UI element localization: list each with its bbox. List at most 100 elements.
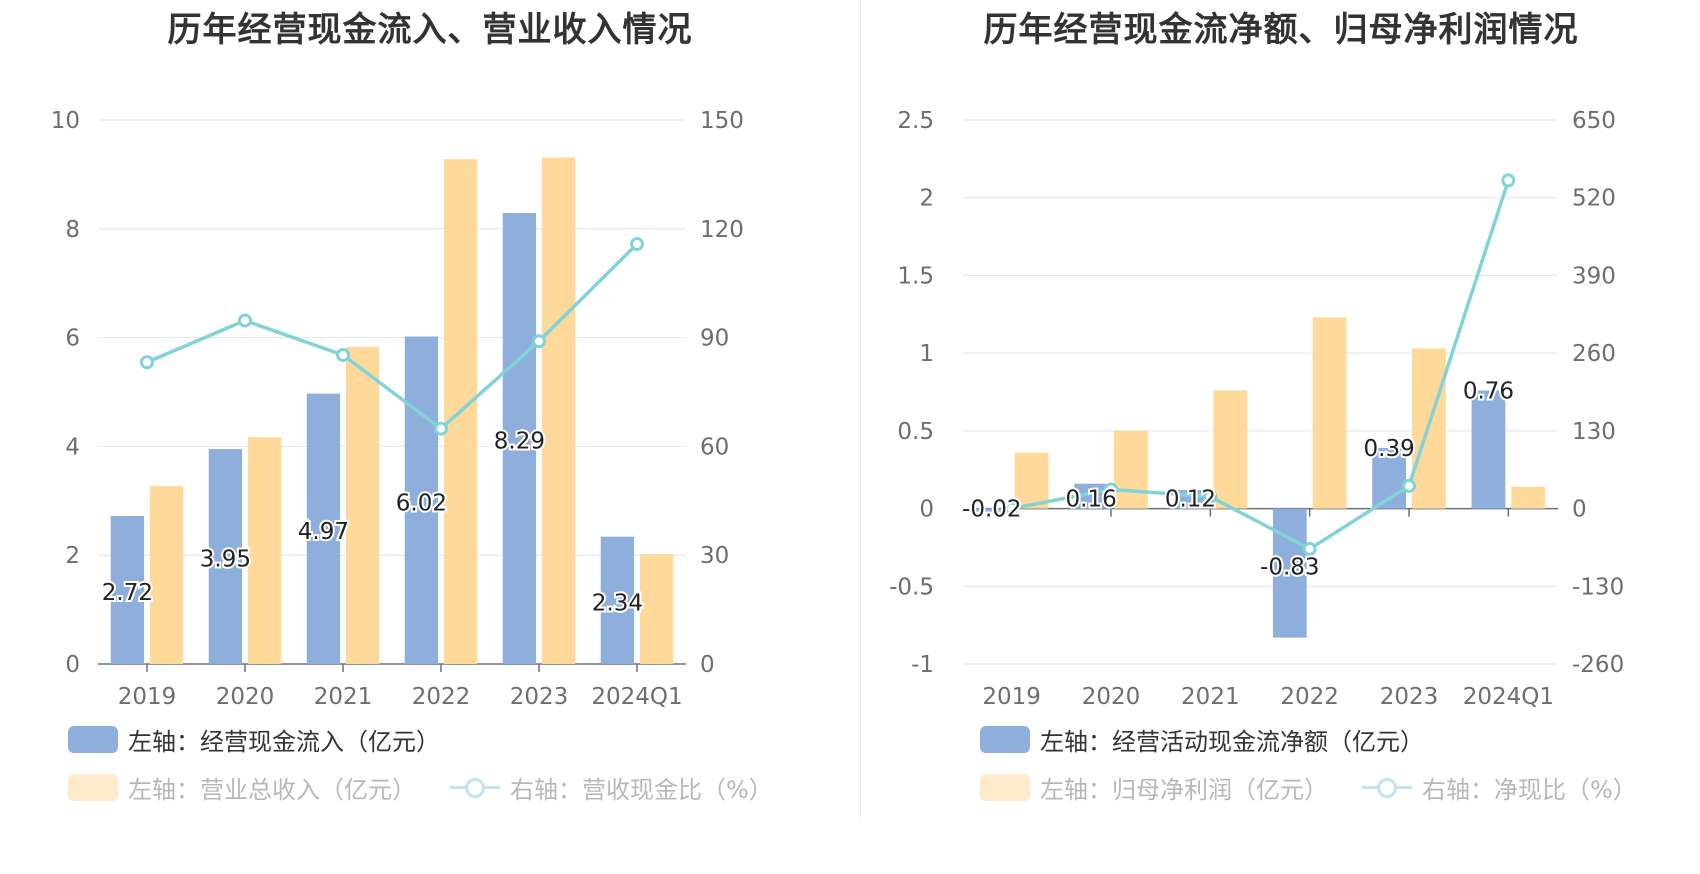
right-chart-panel: 历年经营现金流净额、归母净利润情况 -1 -0.5 0 0.5 1 1.5 2 2.5 -260… [862,0,1700,874]
x-tick-label: 2019 [982,684,1041,710]
x-tick-label: 2019 [118,684,177,710]
line-point [336,348,350,363]
legend-item-net-cash-ratio[interactable]: 右轴：净现比（%） [1362,770,1637,805]
bar-series-1 [502,213,537,665]
bar-series-2 [1511,486,1546,509]
y-right-tick-label: 120 [700,217,744,243]
y-right-tick-label: -130 [1572,574,1624,600]
line-series [1011,179,1510,551]
x-tick-label: 2021 [314,684,373,710]
legend-label: 右轴：净现比（%） [1422,776,1637,804]
legend-swatch [980,774,1030,801]
legend-row-secondary: 左轴：归母净利润（亿元） 右轴：净现比（%） [980,770,1637,805]
y-left-tick-label: -0.5 [889,574,934,600]
y-left-tick-label: 4 [65,434,80,460]
bar-series-2 [149,486,184,664]
y-left-tick-label: 0 [65,652,80,678]
y-right-tick-label: 150 [700,108,744,134]
bar-series-1 [974,508,1009,512]
line-point [238,313,252,328]
bar-series-2 [1213,390,1248,509]
bar-series-1 [208,449,243,664]
bar-series-1 [306,393,341,664]
bar-series-2 [1014,452,1049,509]
y-right-tick-label: 0 [1572,497,1587,523]
y-right-tick-label: 60 [700,434,729,460]
line-point [434,421,448,436]
bar-series-2 [639,554,674,664]
right-chart-svg: -1 -0.5 0 0.5 1 1.5 2 2.5 -260 -130 0 130 260 390 520 6… [889,108,1624,710]
legend-label: 右轴：营收现金比（%） [510,776,773,804]
bar-data-label: -0.83 [1260,555,1320,581]
legend-label: 左轴：经营活动现金流净额（亿元） [1040,728,1424,756]
bar-data-label: 0.16 [1066,487,1117,513]
legend-row-secondary: 左轴：营业总收入（亿元） 右轴：营收现金比（%） [68,770,773,805]
line-point [532,334,546,349]
y-left-tick-label: 10 [51,108,80,134]
line-point [1501,173,1516,188]
y-right-tick-label: 90 [700,326,729,352]
legend-label: 左轴：经营现金流入（亿元） [128,728,440,756]
y-left-tick-label: 8 [65,217,80,243]
line-point [140,355,154,370]
chart-title: 历年经营现金流净额、归母净利润情况 [983,10,1579,50]
line-point [1004,501,1019,516]
y-left-tick-label: 2.5 [897,108,934,134]
y-right-tick-label: 650 [1572,108,1616,134]
x-tick-label: 2022 [412,684,471,710]
legend-swatch [68,726,118,753]
bar-series-1 [1471,390,1506,509]
y-left-tick-label: 2 [919,186,934,212]
x-tick-label: 2022 [1280,684,1339,710]
bar-data-label: 4.97 [298,519,349,545]
legend-swatch [68,774,118,801]
y-left-tick-label: 0.5 [897,419,934,445]
legend-item-net-cash-flow[interactable]: 左轴：经营活动现金流净额（亿元） [980,722,1424,757]
bar-series-2 [541,157,576,664]
y-right-tick-label: -260 [1572,652,1624,678]
bar-data-label: 0.39 [1364,436,1415,462]
chart-title: 历年经营现金流入、营业收入情况 [167,10,693,50]
bar-data-label: 2.34 [592,590,643,616]
bar-series-1 [404,336,439,664]
y-right-tick-label: 260 [1572,341,1616,367]
bar-data-label: 8.29 [494,429,545,455]
y-left-tick-label: 1.5 [897,263,934,289]
bar-series-2 [1312,317,1347,509]
x-tick-label: 2024Q1 [1463,684,1554,710]
legend-label: 左轴：归母净利润（亿元） [1040,776,1328,804]
bar-data-label: 3.95 [200,547,251,573]
y-right-tick-label: 0 [700,652,715,678]
x-tick-label: 2021 [1181,684,1240,710]
legend-item-cash-inflow[interactable]: 左轴：经营现金流入（亿元） [68,722,440,757]
bar-series-2 [345,346,380,664]
bar-series-2 [1113,430,1148,509]
y-right-tick-label: 30 [700,543,729,569]
bar-data-label: 0.76 [1463,378,1514,404]
x-tick-label: 2023 [1380,684,1439,710]
bar-series-1 [110,516,145,664]
y-right-tick-label: 390 [1572,263,1616,289]
bar-data-label: 2.72 [102,580,153,606]
legend-item-net-profit[interactable]: 左轴：归母净利润（亿元） [980,770,1328,805]
line-point [1104,482,1118,497]
line-point [1302,541,1317,556]
left-chart-panel: 历年经营现金流入、营业收入情况 0 2 4 6 8 10 0 30 60 90 120 150 2019… [51,10,773,805]
legend-item-ratio[interactable]: 右轴：营收现金比（%） [450,770,773,805]
bar-data-label: 6.02 [396,490,447,516]
y-right-tick-label: 130 [1572,419,1616,445]
legend-label: 左轴：营业总收入（亿元） [128,776,416,804]
legend-swatch [980,726,1030,753]
line-series [146,242,639,431]
line-point [1203,489,1218,504]
y-left-tick-label: 1 [919,341,934,367]
legend-line-swatch [450,774,500,801]
x-tick-label: 2024Q1 [591,684,682,710]
left-chart-svg: 0 2 4 6 8 10 0 30 60 90 120 150 2019 2020 2021 2022 2023… [51,108,744,710]
x-tick-label: 2020 [1082,684,1141,710]
legend-line-swatch [1362,774,1412,801]
bar-series-1 [1272,508,1307,638]
legend-item-revenue[interactable]: 左轴：营业总收入（亿元） [68,770,416,805]
bar-data-label: 0.12 [1165,487,1216,513]
x-tick-label: 2023 [510,684,569,710]
